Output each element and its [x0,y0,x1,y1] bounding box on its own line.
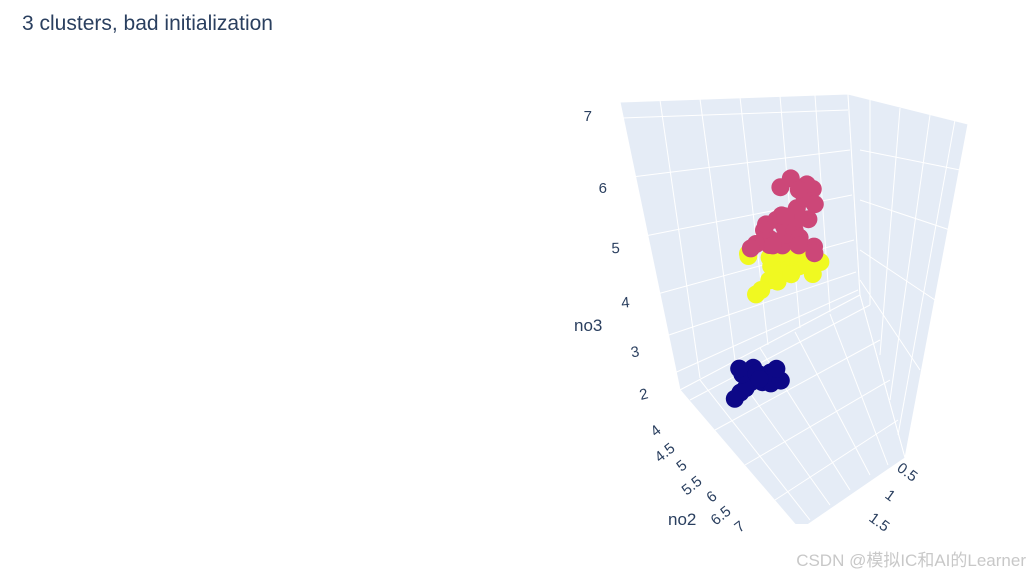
gridline [774,419,899,501]
gridline [859,249,936,301]
y-tick-label: 6.5 [708,503,735,529]
x-tick-label: 1.5 [866,509,893,535]
z-tick-label: 5 [611,240,620,257]
data-point[interactable] [789,236,808,255]
data-point[interactable] [805,244,824,263]
gridline [669,289,859,376]
gridline [631,149,851,178]
data-point[interactable] [730,359,749,378]
gridline [714,339,881,431]
data-point[interactable] [741,239,760,258]
gridline [739,96,769,346]
z-axis-ticks: 2 3 4 5 6 7 [584,108,650,404]
gridline [897,119,956,436]
y-tick-label: 4 [647,422,664,441]
data-point[interactable] [782,265,801,284]
data-point[interactable] [750,370,769,388]
z-tick-label: 7 [584,108,592,125]
gridline [659,99,701,379]
data-point[interactable] [771,178,790,197]
data-point[interactable] [767,359,786,378]
data-point[interactable] [805,195,824,214]
gridline [829,313,889,466]
gridline [859,279,921,371]
z-tick-label: 4 [620,294,630,312]
z-axis-title: no3 [574,316,602,335]
chart-title: 3 clusters, bad initialization [22,12,273,35]
y-tick-label: 6 [703,488,720,507]
z-tick-label: 2 [638,385,650,404]
x-tick-label: 1 [882,486,899,505]
data-point[interactable] [725,389,744,408]
z-tick-label: 6 [599,180,607,197]
scene-3d[interactable] [619,93,969,530]
y-axis-title: no2 [668,510,696,529]
gridline [879,107,901,356]
data-point[interactable] [747,285,765,304]
data-point[interactable] [776,207,795,226]
z-tick-label: 3 [630,343,641,361]
gridline [621,109,849,119]
y-tick-label: 7 [731,518,748,537]
gridline [859,199,951,231]
gridline [699,379,811,521]
gridline [744,379,891,466]
data-points[interactable] [725,169,830,408]
gridline [859,149,961,171]
y-tick-label: 5 [673,457,690,476]
gridline [689,304,871,401]
gridline [794,331,871,476]
data-point[interactable] [768,272,787,291]
y-tick-label: 5.5 [679,473,706,499]
data-point[interactable] [789,180,808,199]
watermark: CSDN @模拟IC和AI的Learner [796,551,1026,570]
gridline [699,98,736,361]
data-point[interactable] [763,236,782,255]
